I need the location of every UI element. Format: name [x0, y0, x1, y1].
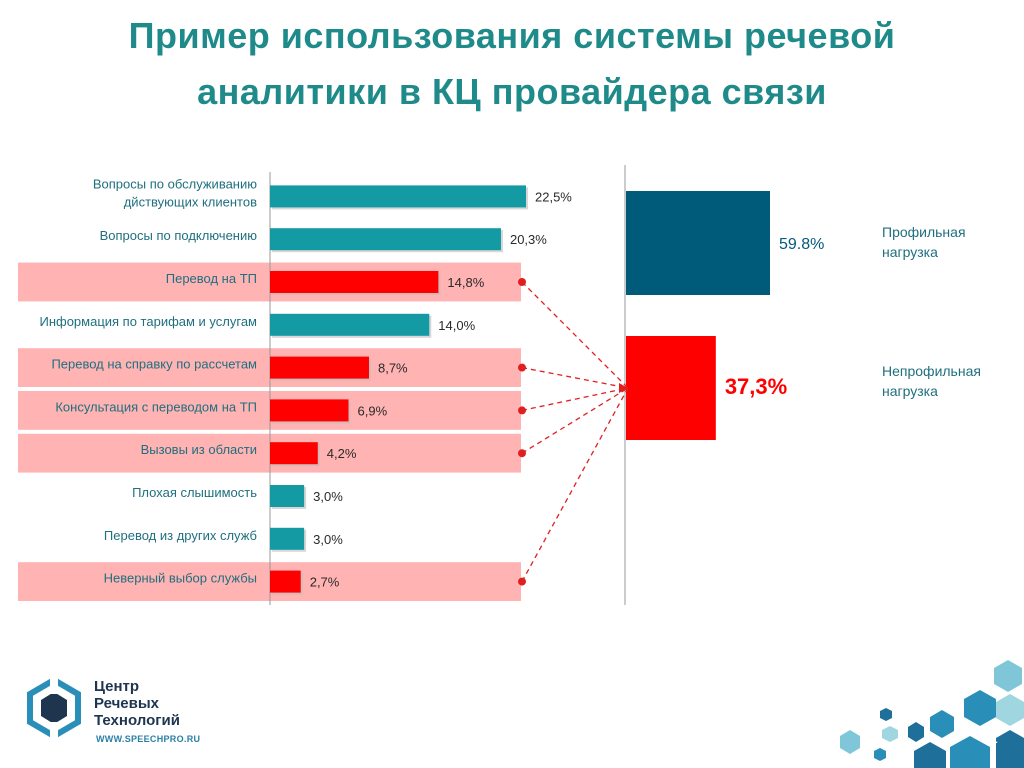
bar-value-label: 3,0%	[313, 532, 343, 547]
bar-value-label: 20,3%	[510, 232, 547, 247]
logo-text: Центр Речевых Технологий	[94, 678, 180, 729]
category-label: Информация по тарифам и услугам	[39, 314, 257, 329]
category-label: Перевод из других служб	[104, 528, 257, 543]
bar-value-label: 6,9%	[358, 403, 388, 418]
bar-value-label: 14,8%	[447, 275, 484, 290]
total-value-label: 59.8%	[779, 236, 824, 253]
bar	[270, 185, 526, 208]
category-label: Перевод на ТП	[166, 271, 257, 286]
bar	[270, 356, 369, 379]
bar-value-label: 22,5%	[535, 189, 572, 204]
connector-line	[521, 281, 629, 389]
category-label: Неверный выбор службы	[104, 571, 257, 586]
connector-dot	[518, 363, 526, 372]
connector-dot	[518, 278, 526, 286]
connector-dot	[518, 449, 526, 458]
logo-line-1: Центр	[94, 678, 140, 695]
category-label: Вопросы по подключению	[100, 228, 258, 243]
bar-value-label: 14,0%	[438, 318, 475, 333]
bar	[270, 399, 349, 422]
title-line-2: аналитики в КЦ провайдера связи	[197, 71, 827, 112]
connector-dot	[518, 406, 526, 415]
total-bar	[626, 336, 716, 440]
connector-line	[521, 387, 629, 454]
total-value-label: 37,3%	[725, 374, 787, 399]
title-line-1: Пример использования системы речевой	[128, 15, 896, 56]
bar	[270, 228, 501, 251]
category-label: Перевод на справку по рассчетам	[51, 357, 257, 372]
legend-label: Профильная нагрузка	[882, 224, 966, 260]
connector-dot	[518, 577, 526, 586]
bar	[270, 313, 430, 336]
page-number: 21	[982, 730, 998, 746]
logo-url: WWW.SPEECHPRO.RU	[96, 734, 201, 744]
slide-title: Пример использования системы речевой ана…	[0, 8, 1024, 120]
bar-value-label: 2,7%	[310, 575, 340, 590]
bar-value-label: 8,7%	[378, 361, 408, 376]
category-label: Консультация с переводом на ТП	[55, 399, 257, 414]
connector-arrow-icon	[619, 383, 628, 393]
logo-icon	[27, 676, 81, 740]
connector-line	[521, 366, 629, 389]
bar	[270, 485, 305, 507]
category-label: Плохая слышимость	[132, 485, 257, 500]
connector-line	[521, 387, 629, 412]
category-label: Вопросы по обслуживанию дйствующих клиент…	[93, 176, 257, 209]
logo-line-2: Речевых	[94, 695, 160, 712]
bar-value-label: 4,2%	[327, 446, 357, 461]
bar	[270, 527, 305, 550]
bar-value-label: 3,0%	[313, 489, 343, 504]
decorative-hexagons	[840, 660, 1024, 768]
logo-line-3: Технологий	[94, 712, 180, 729]
total-bar	[626, 191, 770, 295]
connector-line	[521, 387, 629, 582]
legend-label: Непрофильная нагрузка	[882, 363, 981, 399]
bar	[270, 570, 301, 593]
bar	[270, 442, 318, 465]
category-label: Вызовы из области	[141, 442, 257, 457]
bar	[270, 271, 439, 293]
